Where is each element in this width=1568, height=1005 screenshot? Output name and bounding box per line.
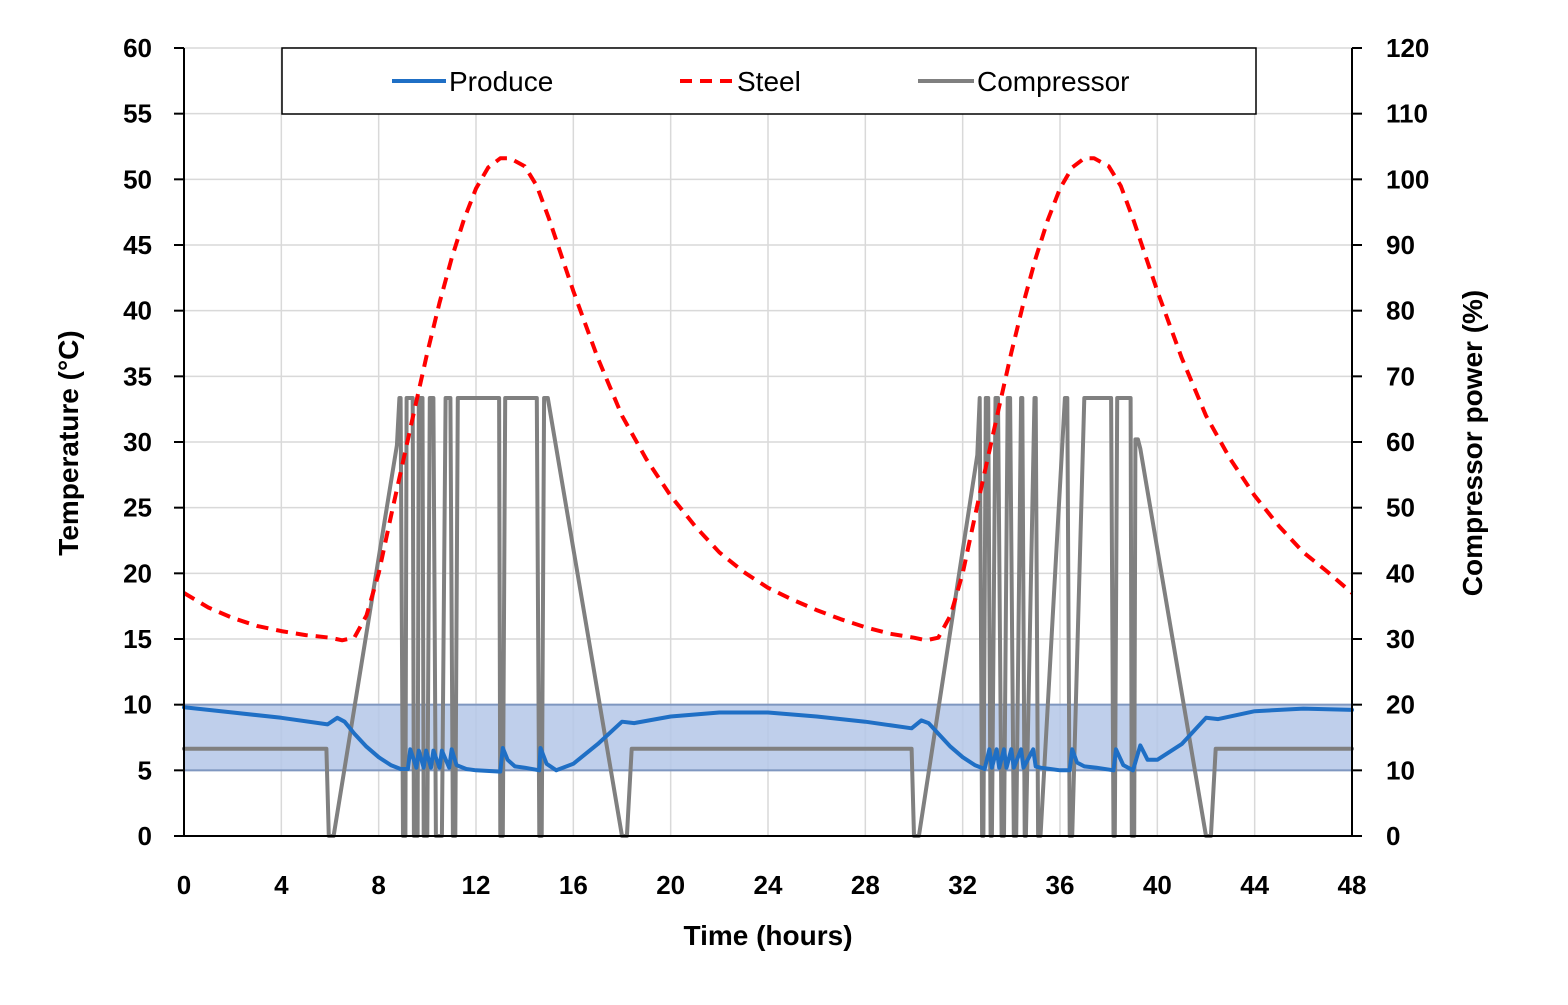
y2-tick-label-40: 40 [1386,558,1415,588]
y2-tick-label-120: 120 [1386,33,1429,63]
x-tick-label-40: 40 [1143,870,1172,900]
legend-label-produce: Produce [449,66,553,97]
series-produce [182,705,1354,774]
axis-layer: 0510152025303540455055600102030405060708… [123,33,1429,900]
y2-tick-label-60: 60 [1386,427,1415,457]
x-tick-label-12: 12 [462,870,491,900]
y-tick-label-35: 35 [123,361,152,391]
y2-axis-title: Compressor power (%) [1457,290,1488,597]
y-tick-label-25: 25 [123,493,152,523]
legend-box [281,47,1257,115]
y-tick-label-45: 45 [123,230,152,260]
y-tick-label-30: 30 [123,427,152,457]
legend-label-steel: Steel [737,66,801,97]
y2-tick-label-110: 110 [1386,99,1428,129]
x-tick-label-24: 24 [754,870,783,900]
y2-tick-label-100: 100 [1386,164,1429,194]
y2-tick-label-50: 50 [1386,493,1415,523]
y2-tick-label-30: 30 [1386,624,1415,654]
y2-tick-label-20: 20 [1386,690,1415,720]
y2-tick-label-0: 0 [1386,821,1400,851]
y2-tick-label-10: 10 [1386,755,1415,785]
x-tick-label-0: 0 [177,870,191,900]
y2-tick-label-70: 70 [1386,361,1415,391]
y-tick-label-15: 15 [123,624,152,654]
x-tick-label-28: 28 [851,870,880,900]
y-tick-label-55: 55 [123,99,152,129]
y-tick-label-5: 5 [138,755,152,785]
x-tick-label-36: 36 [1046,870,1075,900]
y-axis-title: Temperature (°C) [53,330,84,555]
x-tick-label-4: 4 [274,870,289,900]
x-tick-label-48: 48 [1338,870,1367,900]
y2-tick-label-90: 90 [1386,230,1415,260]
y-tick-label-60: 60 [123,33,152,63]
x-tick-label-44: 44 [1240,870,1269,900]
x-tick-label-8: 8 [371,870,385,900]
y2-tick-label-80: 80 [1386,296,1415,326]
y-tick-label-0: 0 [138,821,152,851]
y-tick-label-40: 40 [123,296,152,326]
y-tick-label-10: 10 [123,690,152,720]
x-tick-label-16: 16 [559,870,588,900]
x-tick-label-20: 20 [656,870,685,900]
y-tick-label-20: 20 [123,558,152,588]
legend: Produce Steel Compressor [281,47,1257,115]
y-tick-label-50: 50 [123,164,152,194]
x-tick-label-32: 32 [948,870,977,900]
x-axis-title: Time (hours) [683,920,852,951]
series-steel [182,156,1354,643]
legend-label-compressor: Compressor [977,66,1129,97]
